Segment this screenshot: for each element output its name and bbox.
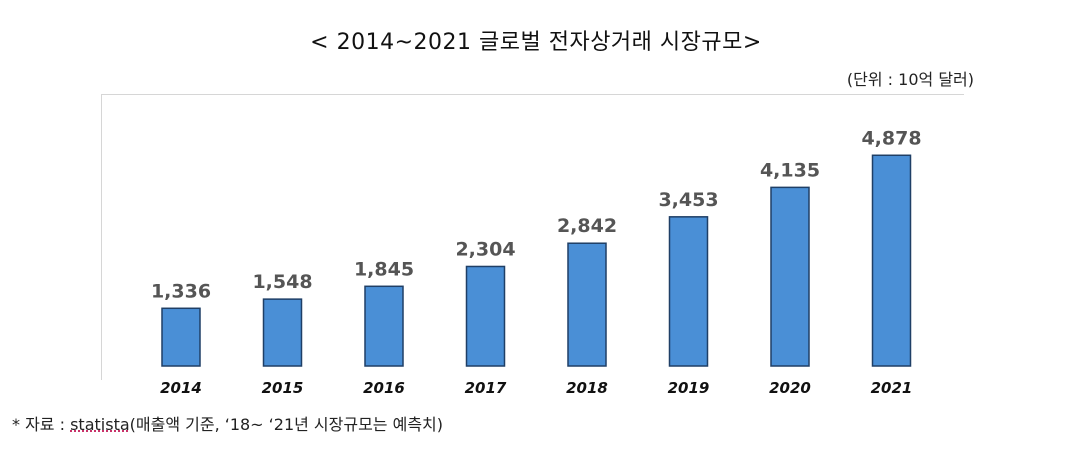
bar-2021 bbox=[871, 154, 912, 367]
value-label-2018: 2,842 bbox=[557, 215, 617, 237]
category-label-2018: 2018 bbox=[566, 379, 608, 397]
bar-2018 bbox=[567, 242, 607, 367]
bar-2014 bbox=[161, 307, 201, 367]
source-note-prefix: * 자료 : bbox=[12, 415, 71, 434]
category-label-2019: 2019 bbox=[668, 379, 710, 397]
value-label-2015: 1,548 bbox=[252, 271, 312, 293]
value-label-2020: 4,135 bbox=[760, 159, 820, 181]
value-label-2021: 4,878 bbox=[861, 127, 921, 149]
bar-2020 bbox=[770, 186, 810, 367]
value-label-2014: 1,336 bbox=[151, 280, 211, 302]
bar-2019 bbox=[668, 216, 709, 367]
source-name: statista bbox=[70, 415, 130, 434]
category-label-2020: 2020 bbox=[769, 379, 811, 397]
category-label-2021: 2021 bbox=[871, 379, 913, 397]
value-label-2019: 3,453 bbox=[658, 189, 718, 211]
category-label-2016: 2016 bbox=[363, 379, 405, 397]
bar-2017 bbox=[465, 265, 506, 367]
source-note: * 자료 : statista(매출액 기준, ‘18~ ‘21년 시장규모는 … bbox=[12, 411, 443, 435]
chart-frame bbox=[101, 94, 964, 380]
chart-title: < 2014~2021 글로벌 전자상거래 시장규모> bbox=[310, 30, 762, 55]
source-note-suffix: (매출액 기준, ‘18~ ‘21년 시장규모는 예측치) bbox=[129, 415, 444, 434]
unit-label: (단위 : 10억 달러) bbox=[846, 70, 974, 89]
category-label-2014: 2014 bbox=[160, 379, 202, 397]
value-label-2017: 2,304 bbox=[455, 238, 515, 260]
category-label-2017: 2017 bbox=[465, 379, 507, 397]
bar-2015 bbox=[262, 298, 303, 367]
value-label-2016: 1,845 bbox=[354, 258, 414, 280]
bar-2016 bbox=[364, 285, 404, 367]
category-label-2015: 2015 bbox=[262, 379, 304, 397]
